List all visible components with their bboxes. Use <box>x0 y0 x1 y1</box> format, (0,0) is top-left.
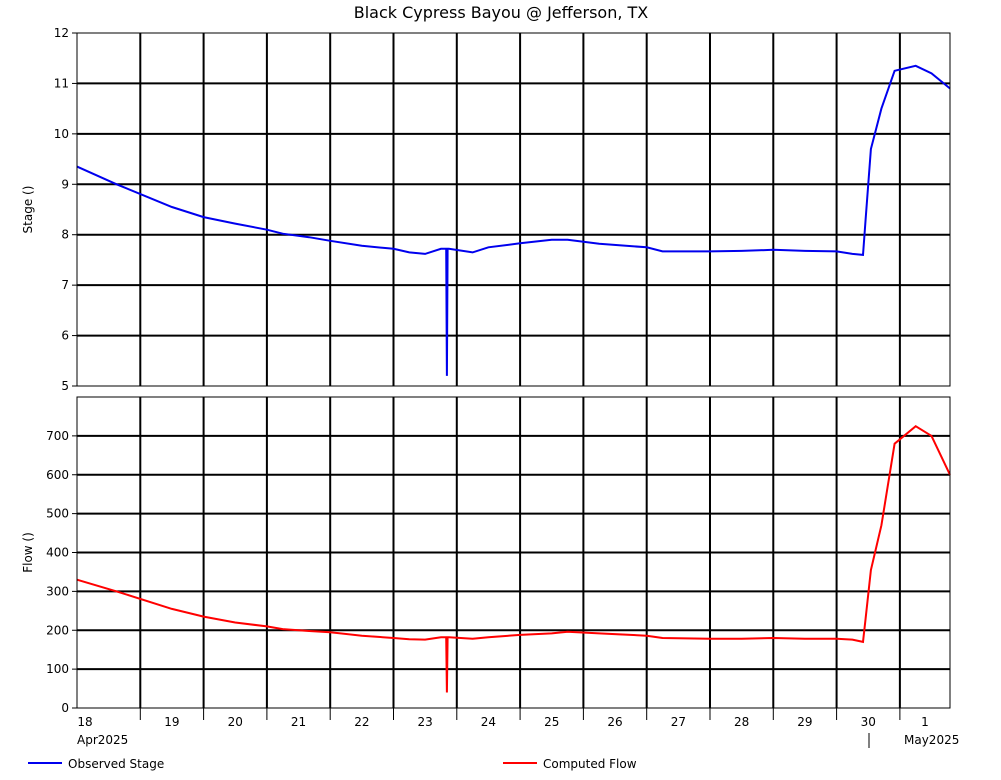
stage-y-axis-label: Stage () <box>21 186 35 234</box>
flow-ytick-label-6: 600 <box>46 468 69 482</box>
x-tick-label-10: 28 <box>734 715 749 729</box>
x-axis: 18 19 20 21 22 23 24 25 26 27 28 29 30 1 Apr2025 May202… <box>77 708 959 748</box>
x-tick-label-11: 29 <box>797 715 812 729</box>
stage-ytick-label-4: 9 <box>61 177 69 191</box>
legend-flow-label: Computed Flow <box>543 757 637 771</box>
chart-title: Black Cypress Bayou @ Jefferson, TX <box>354 3 649 22</box>
flow-y-axis-label: Flow () <box>21 532 35 573</box>
x-tick-label-7: 25 <box>544 715 559 729</box>
flow-plot-frame <box>76 396 951 709</box>
stage-ytick-label-6: 11 <box>54 76 69 90</box>
x-month-label-0: Apr2025 <box>77 733 128 747</box>
flow-ytick-label-1: 100 <box>46 662 69 676</box>
stage-panel: 5 6 7 8 9 10 11 12 Stage () <box>21 26 951 393</box>
flow-ytick-label-5: 500 <box>46 507 69 521</box>
flow-ytick-label-0: 0 <box>61 701 69 715</box>
stage-ytick-label-7: 12 <box>54 26 69 40</box>
stage-grid <box>77 33 950 386</box>
x-tick-label-9: 27 <box>671 715 686 729</box>
stage-ytick-label-0: 5 <box>61 379 69 393</box>
stage-ytick-label-5: 10 <box>54 127 69 141</box>
legend-stage-label: Observed Stage <box>68 757 164 771</box>
computed-flow-line <box>76 424 951 693</box>
x-tick-label-13: 1 <box>921 715 929 729</box>
flow-grid <box>77 397 950 708</box>
flow-y-ticks: 0 100 200 300 400 500 600 700 <box>46 429 77 715</box>
x-tick-label-2: 20 <box>228 715 243 729</box>
legend: Observed Stage Computed Flow <box>28 757 637 771</box>
x-tick-label-4: 22 <box>354 715 369 729</box>
x-tick-label-6: 24 <box>481 715 496 729</box>
x-tick-label-5: 23 <box>418 715 433 729</box>
flow-ytick-label-4: 400 <box>46 546 69 560</box>
flow-panel: 0 100 200 300 400 500 600 700 Flow () <box>21 396 951 715</box>
x-tick-label-0: 18 <box>77 715 92 729</box>
stage-ytick-label-3: 8 <box>61 228 69 242</box>
x-tick-label-3: 21 <box>291 715 306 729</box>
x-tick-label-8: 26 <box>607 715 622 729</box>
flow-ytick-label-3: 300 <box>46 584 69 598</box>
x-month-label-1: May2025 <box>904 733 959 747</box>
flow-ytick-label-2: 200 <box>46 623 69 637</box>
stage-plot-frame <box>76 32 951 387</box>
observed-stage-line <box>76 64 951 376</box>
stage-ytick-label-2: 7 <box>61 278 69 292</box>
x-tick-label-1: 19 <box>164 715 179 729</box>
stage-ytick-label-1: 6 <box>61 329 69 343</box>
x-tick-label-12: 30 <box>861 715 876 729</box>
stage-y-ticks: 5 6 7 8 9 10 11 12 <box>54 26 77 393</box>
flow-ytick-label-7: 700 <box>46 429 69 443</box>
